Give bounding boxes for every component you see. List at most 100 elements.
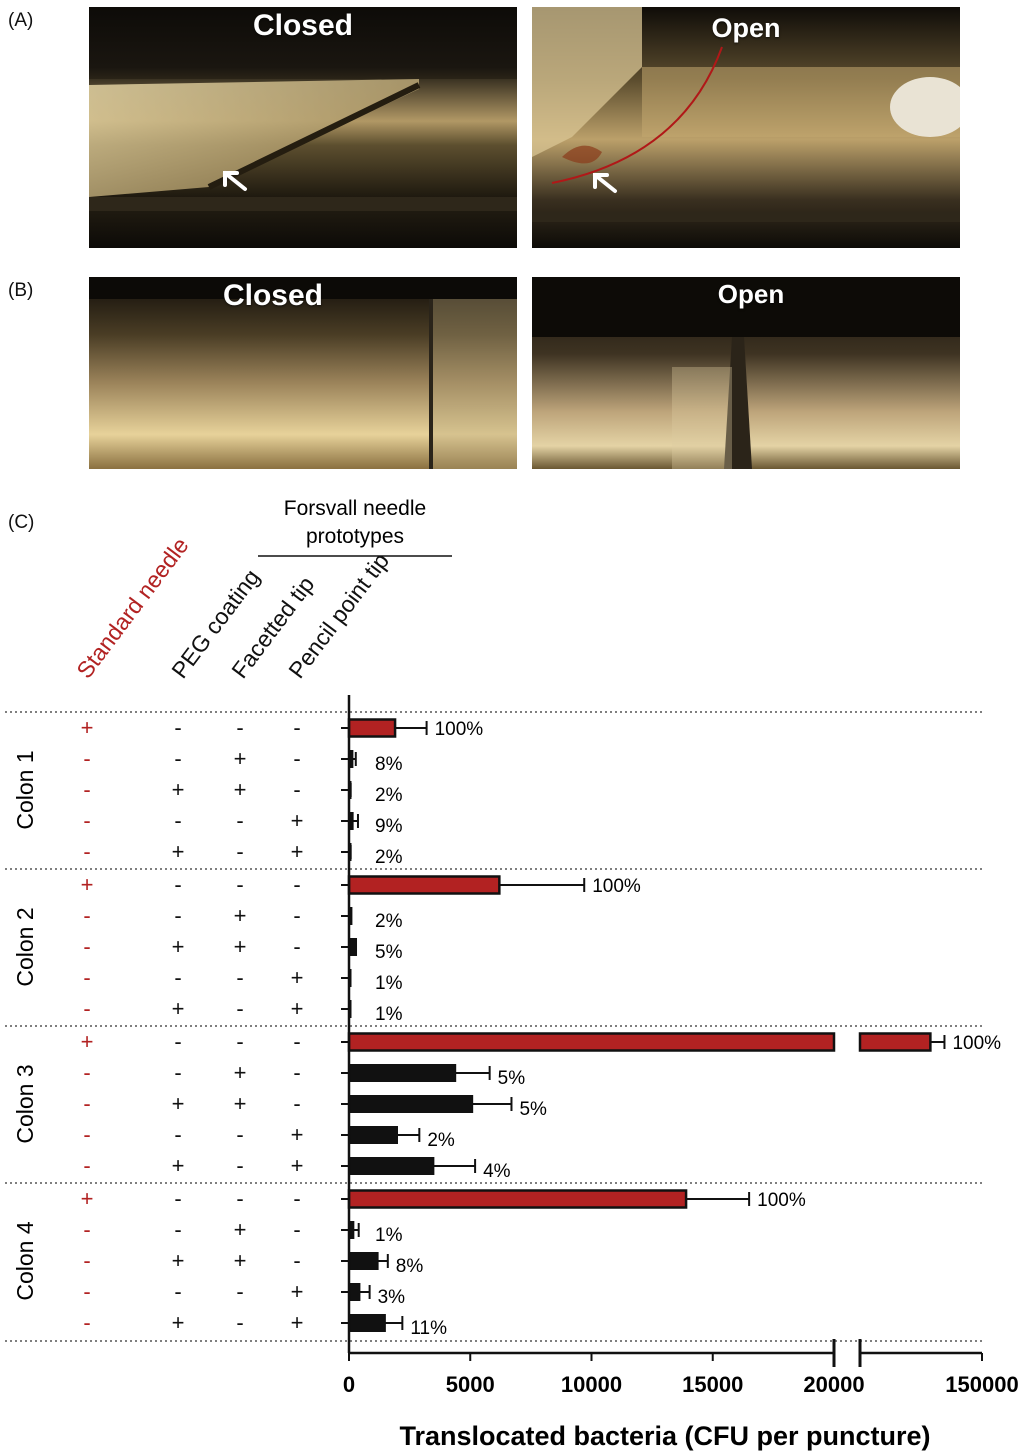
factor-mark: + — [291, 1122, 304, 1147]
factor-mark: - — [236, 1153, 243, 1178]
x-tick-label: 20000 — [803, 1372, 864, 1397]
factor-mark: - — [236, 996, 243, 1021]
factor-mark: - — [236, 1186, 243, 1211]
factor-mark: - — [83, 1217, 90, 1242]
bar — [348, 1095, 474, 1113]
factor-mark: - — [83, 1248, 90, 1273]
factor-mark: + — [172, 1091, 185, 1116]
factor-mark: + — [291, 996, 304, 1021]
factor-mark: - — [83, 903, 90, 928]
percent-label: 11% — [410, 1318, 447, 1339]
factor-mark: + — [234, 777, 247, 802]
factor-mark: - — [293, 715, 300, 740]
factor-mark: + — [291, 1153, 304, 1178]
percent-label: 1% — [375, 1004, 403, 1025]
factor-mark: + — [172, 839, 185, 864]
factor-mark: - — [174, 715, 181, 740]
factor-mark: - — [236, 1122, 243, 1147]
panel-b-closed-label: Closed — [222, 279, 324, 312]
factor-mark: - — [293, 934, 300, 959]
panel-b-letter: (B) — [8, 280, 34, 301]
factor-mark: - — [293, 777, 300, 802]
factor-mark: + — [234, 1060, 247, 1085]
factor-mark: - — [236, 965, 243, 990]
x-tick-label: 5000 — [446, 1372, 495, 1397]
bar — [348, 1314, 386, 1332]
factor-mark: - — [174, 808, 181, 833]
factor-mark: + — [234, 1091, 247, 1116]
percent-label: 100% — [952, 1033, 1001, 1054]
factor-mark: - — [174, 903, 181, 928]
factor-mark: - — [83, 1091, 90, 1116]
factor-mark: - — [83, 1060, 90, 1085]
panel-a-closed-label: Closed — [252, 9, 354, 42]
factor-mark: - — [83, 1122, 90, 1147]
factor-mark: + — [291, 839, 304, 864]
factor-mark: - — [83, 1310, 90, 1335]
group-label: Colon 3 — [12, 1064, 38, 1143]
percent-label: 3% — [378, 1287, 406, 1308]
factor-mark: + — [172, 996, 185, 1021]
factor-mark: - — [174, 1122, 181, 1147]
bar — [348, 1252, 379, 1270]
percent-label: 5% — [375, 942, 403, 963]
factor-mark: - — [236, 872, 243, 897]
panel-a-open-label: Open — [711, 13, 781, 43]
bar — [347, 875, 501, 895]
panel-b-open-photo: Open — [532, 277, 960, 469]
percent-label: 5% — [519, 1099, 547, 1120]
panel-a-letter: (A) — [8, 10, 34, 31]
panel-c-letter: (C) — [8, 512, 35, 533]
factor-mark: - — [83, 808, 90, 833]
factor-mark: - — [293, 746, 300, 771]
percent-label: 8% — [375, 754, 403, 775]
percent-label: 4% — [483, 1161, 511, 1182]
panel-a-closed-photo: Closed — [89, 7, 517, 248]
factor-mark: - — [293, 903, 300, 928]
panel-b-open-label: Open — [717, 279, 785, 309]
factor-mark: - — [174, 746, 181, 771]
percent-label: 2% — [427, 1130, 455, 1151]
factor-mark: - — [293, 1060, 300, 1085]
factor-mark: - — [236, 1029, 243, 1054]
x-tick-label: 15000 — [682, 1372, 743, 1397]
factor-mark: + — [234, 934, 247, 959]
factor-mark: - — [236, 1279, 243, 1304]
factor-mark: + — [172, 1310, 185, 1335]
group-label: Colon 4 — [12, 1221, 38, 1300]
factor-mark: - — [293, 872, 300, 897]
percent-label: 100% — [435, 719, 484, 740]
factor-mark: - — [83, 777, 90, 802]
percent-label: 9% — [375, 816, 403, 837]
percent-label: 1% — [375, 1225, 403, 1246]
factor-mark: + — [172, 1153, 185, 1178]
factor-mark: - — [293, 1186, 300, 1211]
factor-mark: + — [81, 872, 94, 897]
factor-mark: - — [293, 1248, 300, 1273]
factor-mark: + — [291, 808, 304, 833]
factor-mark: - — [83, 1279, 90, 1304]
bar — [348, 1283, 361, 1301]
factor-mark: - — [174, 965, 181, 990]
factor-mark: - — [236, 839, 243, 864]
factor-mark: - — [236, 715, 243, 740]
x-axis-label: Translocated bacteria (CFU per puncture) — [399, 1421, 930, 1451]
panel-b-closed-photo: Closed — [89, 277, 517, 469]
factor-mark: + — [172, 934, 185, 959]
factor-mark: + — [291, 1310, 304, 1335]
factor-mark: + — [81, 1029, 94, 1054]
factor-mark: - — [174, 872, 181, 897]
bar — [347, 1189, 688, 1209]
factor-label-3: Pencil point tip — [283, 548, 394, 683]
factor-mark: - — [293, 1217, 300, 1242]
factor-mark: + — [234, 903, 247, 928]
factor-mark: + — [291, 1279, 304, 1304]
factor-mark: + — [81, 715, 94, 740]
group-label: Colon 2 — [12, 907, 38, 986]
factor-mark: - — [174, 1217, 181, 1242]
factor-mark: - — [174, 1279, 181, 1304]
factor-mark: + — [234, 746, 247, 771]
header-group-line2: prototypes — [306, 525, 404, 548]
factor-mark: - — [83, 996, 90, 1021]
percent-label: 1% — [375, 973, 403, 994]
